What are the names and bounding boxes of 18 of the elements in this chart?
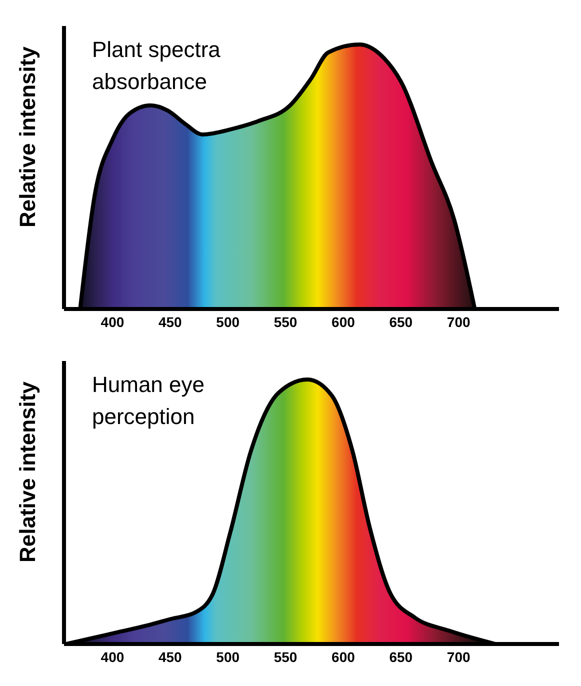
y-axis-title: Relative intensity (14, 46, 40, 228)
x-tick-label: 450 (158, 314, 182, 330)
x-tick-label: 700 (446, 314, 471, 330)
y-axis-title: Relative intensity (14, 380, 40, 562)
x-tick-label: 600 (332, 648, 356, 665)
x-tick-label: 650 (389, 314, 413, 330)
x-tick-label: 600 (332, 314, 356, 330)
x-tick-label: 400 (100, 648, 124, 665)
x-tick-label: 500 (216, 314, 240, 330)
x-tick-label: 700 (446, 648, 471, 665)
x-tick-label: 500 (216, 648, 240, 665)
x-tick-label: 550 (274, 314, 298, 330)
chart-title: Human eye perception (92, 371, 206, 431)
chart-title: Plant spectra absorbance (92, 36, 222, 96)
x-tick-label: 550 (274, 648, 298, 665)
x-tick-label: 400 (100, 314, 124, 330)
x-tick-label: 650 (389, 648, 413, 665)
x-tick-label: 450 (158, 648, 182, 665)
